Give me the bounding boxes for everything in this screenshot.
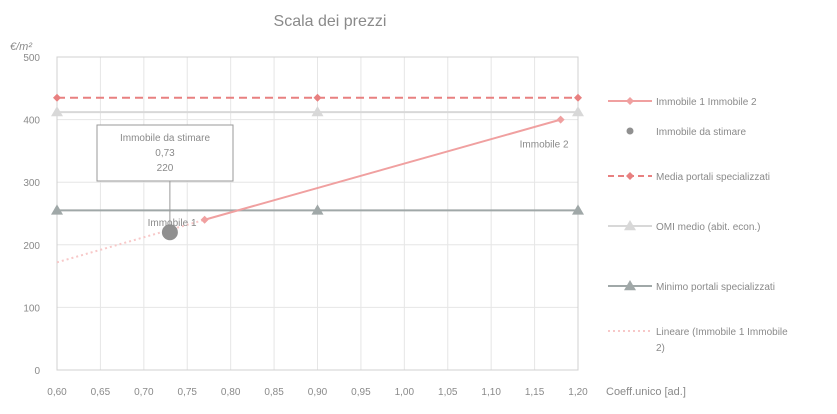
legend-label: Media portali specializzati — [656, 172, 770, 183]
x-tick-label: 0,65 — [91, 387, 111, 398]
legend-label: Immobile da stimare — [656, 127, 746, 138]
legend-label: Lineare (Immobile 1 Immobile — [656, 327, 788, 338]
callout-text: 0,73 — [155, 148, 175, 159]
chart-title: Scala dei prezzi — [274, 13, 387, 30]
omi-medio-point — [572, 106, 584, 117]
y-tick-label: 0 — [34, 366, 40, 377]
x-tick-label: 1,20 — [568, 387, 588, 398]
legend: Immobile 1 Immobile 2 Immobile da stimare… — [608, 97, 788, 354]
media-portali-point — [53, 93, 61, 102]
legend-label: Minimo portali specializzati — [656, 282, 775, 293]
legend-label: 2) — [656, 343, 665, 354]
series — [51, 93, 584, 264]
legend-label: Immobile 1 Immobile 2 — [656, 97, 757, 108]
callout-text: 220 — [157, 163, 174, 174]
legend-swatch-marker — [626, 172, 634, 180]
x-tick-label: 0,80 — [221, 387, 241, 398]
x-tick-label: 1,15 — [525, 387, 545, 398]
annotations: Immobile da stimare 0,73 220 Immobile 1 Immo… — [96, 124, 569, 229]
immobili-point — [556, 115, 565, 124]
series-lineare-trendline — [56, 218, 205, 264]
minimo-portali-point — [311, 204, 324, 215]
y-tick-label: 100 — [23, 303, 40, 314]
legend-swatch-marker — [626, 97, 634, 105]
legend-swatch-marker — [624, 280, 636, 291]
media-portali-point — [574, 93, 582, 102]
immobili-point — [200, 215, 209, 224]
media-portali-point — [313, 93, 322, 102]
x-axis-label: Coeff.unico [ad.] — [606, 386, 686, 398]
x-tick-label: 1,10 — [481, 387, 501, 398]
omi-medio-point — [51, 106, 63, 117]
y-tick-label: 400 — [23, 116, 40, 127]
omi-medio-point — [311, 106, 324, 117]
minimo-portali-point — [572, 204, 584, 215]
x-tick-label: 1,00 — [395, 387, 415, 398]
immobile2-data-label: Immobile 2 — [520, 140, 569, 151]
y-tick-label: 200 — [23, 241, 40, 252]
callout-box — [96, 124, 234, 182]
legend-swatch-marker — [624, 220, 636, 231]
callout-text: Immobile da stimare — [120, 133, 210, 144]
immobile1-data-label: Immobile 1 — [148, 218, 197, 229]
x-tick-label: 0,95 — [351, 387, 371, 398]
x-tick-label: 0,75 — [178, 387, 198, 398]
minimo-portali-point — [51, 204, 63, 215]
x-tick-label: 0,90 — [308, 387, 328, 398]
x-tick-label: 1,05 — [438, 387, 458, 398]
legend-label: OMI medio (abit. econ.) — [656, 222, 760, 233]
legend-swatch-marker — [626, 127, 634, 135]
y-tick-label: 300 — [23, 178, 40, 189]
series-immobili-line — [204, 118, 561, 221]
y-tick-label: 500 — [23, 53, 40, 64]
axis-ticks: 0,60 0,65 0,70 0,75 0,80 0,85 0,90 0,95 1,00 1,05… — [23, 53, 588, 398]
immobile-da-stimare-point — [161, 224, 178, 241]
y-axis-label: €/m² — [10, 41, 32, 53]
x-tick-label: 0,60 — [47, 387, 67, 398]
x-tick-label: 0,85 — [264, 387, 284, 398]
x-tick-label: 0,70 — [134, 387, 154, 398]
